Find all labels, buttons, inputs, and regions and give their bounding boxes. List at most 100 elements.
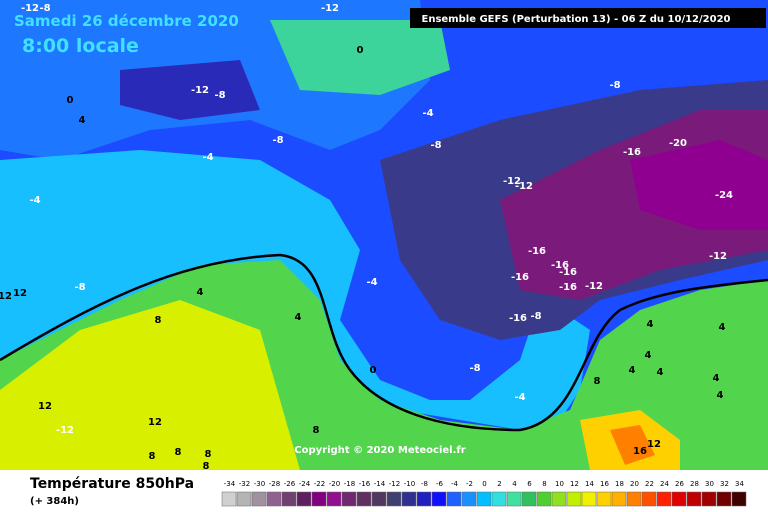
contour-label: -4	[514, 392, 525, 403]
contour-label: 4	[629, 365, 636, 376]
contour-label: 16	[633, 446, 647, 457]
legend-tick: 4	[512, 480, 517, 488]
legend-tick: 10	[555, 480, 564, 488]
contour-label: -12	[56, 425, 74, 436]
contour-label: 8	[175, 447, 182, 458]
legend-swatch	[671, 491, 687, 507]
legend-tick: -26	[284, 480, 296, 488]
contour-label: -4	[202, 152, 213, 163]
contour-label: -24	[715, 190, 733, 201]
legend-tick: -10	[404, 480, 415, 488]
legend-swatch	[461, 491, 477, 507]
legend-tick: 6	[527, 480, 532, 488]
legend-swatch	[236, 491, 252, 507]
contour-label: 12	[647, 439, 661, 450]
contour-label: 4	[717, 390, 724, 401]
legend-swatch	[296, 491, 312, 507]
legend-swatch	[326, 491, 342, 507]
cold-region	[630, 140, 768, 230]
legend-tick: -16	[359, 480, 371, 488]
legend-tick: 12	[570, 480, 579, 488]
contour-label: -12	[709, 251, 727, 262]
greenland	[270, 20, 450, 95]
legend-tick: 2	[497, 480, 501, 488]
contour-label: 8	[149, 451, 156, 462]
copyright: Copyright © 2020 Meteociel.fr	[294, 445, 465, 456]
region	[120, 60, 260, 120]
legend-tick: 18	[615, 480, 624, 488]
contour-label: 0	[370, 365, 377, 376]
contour-label: -8	[530, 311, 541, 322]
legend-swatch	[611, 491, 627, 507]
contour-label: 8	[155, 315, 162, 326]
contour-label: -8	[469, 363, 480, 374]
legend-tick: -8	[421, 480, 428, 488]
contour-label: -12	[21, 3, 39, 14]
legend-swatch	[416, 491, 432, 507]
legend-swatch	[431, 491, 447, 507]
legend-swatch	[491, 491, 507, 507]
legend-swatch	[266, 491, 282, 507]
contour-label: 0	[67, 95, 74, 106]
legend-swatch	[641, 491, 657, 507]
legend-tick: 30	[705, 480, 714, 488]
legend-swatch	[476, 491, 492, 507]
zero-isotherm	[0, 253, 768, 432]
contour-label: -8	[609, 80, 620, 91]
legend-tick: -18	[344, 480, 355, 488]
contour-label: -8	[214, 90, 225, 101]
legend-tick: -12	[389, 480, 400, 488]
legend-tick: -2	[466, 480, 473, 488]
legend-swatch	[281, 491, 297, 507]
contour-label: -12	[515, 181, 533, 192]
legend-swatch	[521, 491, 537, 507]
contour-label: 8	[203, 461, 210, 472]
legend-tick: 26	[675, 480, 684, 488]
contour-label: -16	[509, 313, 527, 324]
date: Samedi 26 décembre 2020	[14, 12, 239, 30]
contour-label: -4	[366, 277, 377, 288]
legend-swatch	[371, 491, 387, 507]
legend-tick: 34	[735, 480, 744, 488]
legend-swatch	[566, 491, 582, 507]
legend-swatch	[656, 491, 672, 507]
contour-label: -8	[39, 3, 50, 14]
legend-tick: 16	[600, 480, 609, 488]
legend-swatch	[626, 491, 642, 507]
contour-label: 4	[645, 350, 652, 361]
contour-label: -16	[623, 147, 641, 158]
contour-label: -12	[503, 176, 521, 187]
legend-tick: -24	[299, 480, 311, 488]
legend-tick: -6	[436, 480, 444, 488]
legend-swatch	[551, 491, 567, 507]
contour-label: -4	[422, 108, 433, 119]
time: 8:00 locale	[22, 35, 139, 57]
legend-swatch	[716, 491, 732, 507]
contour-label: 4	[657, 367, 664, 378]
contour-label: -8	[430, 140, 441, 151]
footer-lead: (+ 384h)	[30, 496, 79, 507]
contour-label: -16	[551, 260, 569, 271]
contour-label: -20	[669, 138, 687, 149]
legend-tick: -14	[374, 480, 386, 488]
legend-swatch	[356, 491, 372, 507]
contour-label: -8	[272, 135, 283, 146]
legend-swatch	[731, 491, 747, 507]
legend-tick: 24	[660, 480, 669, 488]
run-banner	[410, 8, 766, 28]
legend-swatch	[401, 491, 417, 507]
legend-tick: -4	[451, 480, 459, 488]
legend-tick: 22	[645, 480, 654, 488]
legend-swatch	[701, 491, 717, 507]
legend-swatch	[596, 491, 612, 507]
legend-tick: 20	[630, 480, 639, 488]
contour-label: 12	[0, 291, 12, 302]
legend-swatch	[311, 491, 327, 507]
legend-tick: -22	[314, 480, 325, 488]
contour-label: 4	[197, 287, 204, 298]
legend-tick: 14	[585, 480, 594, 488]
legend-swatch	[221, 491, 237, 507]
legend-swatch	[251, 491, 267, 507]
